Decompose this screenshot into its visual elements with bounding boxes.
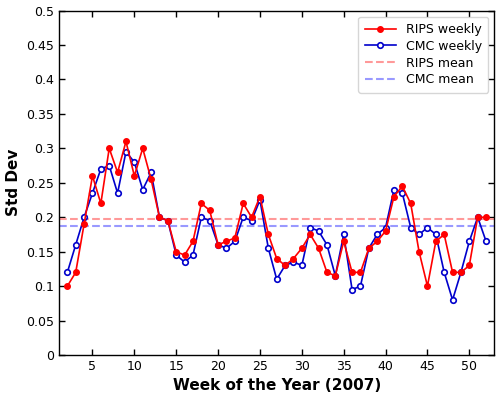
CMC weekly: [474, 215, 480, 219]
CMC mean: [48, 224, 54, 229]
X-axis label: Week of the Year (2007): Week of the Year (2007): [172, 378, 381, 393]
CMC weekly: [198, 215, 204, 219]
RIPS weekly: [64, 284, 70, 288]
CMC weekly: [165, 218, 171, 223]
CMC weekly: [206, 218, 212, 223]
CMC weekly: [64, 270, 70, 275]
Legend: RIPS weekly, CMC weekly, RIPS mean, CMC mean: RIPS weekly, CMC weekly, RIPS mean, CMC …: [358, 17, 488, 93]
CMC weekly: [374, 232, 380, 237]
RIPS mean: [56, 217, 62, 222]
CMC weekly: [123, 149, 129, 154]
RIPS weekly: [349, 270, 355, 275]
Y-axis label: Std Dev: Std Dev: [6, 149, 20, 217]
RIPS weekly: [483, 215, 489, 219]
RIPS weekly: [374, 239, 380, 244]
Line: RIPS weekly: RIPS weekly: [64, 139, 489, 289]
CMC mean: [56, 224, 62, 229]
Line: CMC weekly: CMC weekly: [64, 149, 489, 303]
RIPS weekly: [165, 218, 171, 223]
RIPS weekly: [474, 215, 480, 219]
RIPS weekly: [206, 208, 212, 213]
RIPS weekly: [198, 201, 204, 206]
RIPS mean: [48, 217, 54, 222]
CMC weekly: [349, 287, 355, 292]
RIPS weekly: [123, 139, 129, 144]
CMC weekly: [450, 298, 456, 302]
CMC weekly: [483, 239, 489, 244]
